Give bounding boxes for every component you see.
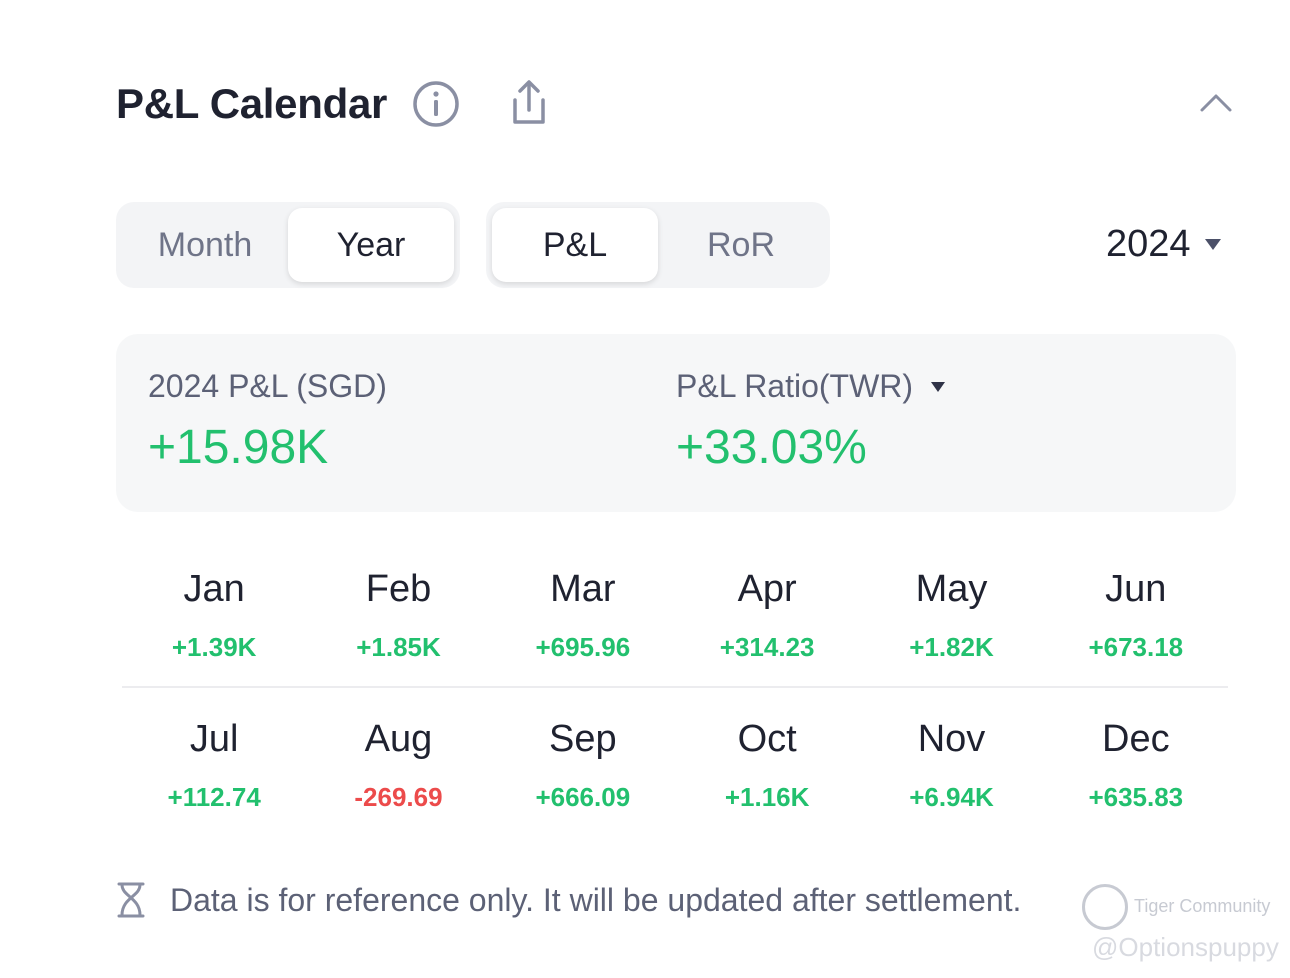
- month-row: Jan +1.39K Feb +1.85K Mar +695.96 Apr +3…: [122, 562, 1228, 688]
- month-value: +314.23: [719, 632, 815, 662]
- month-row: Jul +112.74 Aug -269.69 Sep +666.09 Oct …: [122, 712, 1228, 838]
- year-value: 2024: [1106, 222, 1191, 265]
- month-name: Oct: [737, 718, 797, 760]
- summary-card: 2024 P&L (SGD) +15.98K P&L Ratio(TWR) +3…: [116, 334, 1236, 512]
- month-cell-sep[interactable]: Sep +666.09: [491, 712, 675, 838]
- hourglass-icon: [117, 882, 145, 918]
- month-value: +1.16K: [724, 782, 810, 812]
- watermark-handle: @Optionspuppy: [1092, 932, 1279, 962]
- month-value: -269.69: [354, 782, 443, 812]
- month-name: May: [915, 568, 988, 610]
- month-value: +112.74: [167, 782, 261, 812]
- month-name: Apr: [737, 568, 797, 610]
- month-cell-nov[interactable]: Nov +6.94K: [859, 712, 1043, 838]
- ratio-dropdown[interactable]: P&L Ratio(TWR): [676, 368, 946, 405]
- caret-down-icon: [931, 381, 946, 392]
- tab-month[interactable]: Month: [157, 225, 253, 264]
- tab-year[interactable]: Year: [288, 208, 454, 282]
- month-cell-mar[interactable]: Mar +695.96: [491, 562, 675, 686]
- page-title: P&L Calendar: [116, 80, 388, 127]
- month-cell-jul[interactable]: Jul +112.74: [122, 712, 306, 838]
- period-toggle: Month Year: [116, 202, 460, 288]
- metric-toggle: P&L RoR: [486, 202, 830, 288]
- month-name: Dec: [1102, 718, 1170, 760]
- year-dropdown[interactable]: 2024: [1106, 220, 1221, 268]
- month-cell-jun[interactable]: Jun +673.18: [1044, 562, 1228, 686]
- disclaimer-text: Data is for reference only. It will be u…: [170, 881, 1022, 918]
- month-name: Feb: [365, 568, 432, 610]
- pnl-value: +15.98K: [148, 421, 329, 474]
- tab-ror[interactable]: RoR: [706, 225, 776, 264]
- month-cell-jan[interactable]: Jan +1.39K: [122, 562, 306, 686]
- caret-down-icon: [1204, 238, 1221, 250]
- disclaimer: Data is for reference only. It will be u…: [116, 876, 1021, 924]
- month-cell-dec[interactable]: Dec +635.83: [1044, 712, 1228, 838]
- chevron-up-icon[interactable]: [1198, 90, 1234, 114]
- tab-pnl[interactable]: P&L: [492, 208, 658, 282]
- month-name: Jan: [183, 568, 245, 610]
- month-cell-feb[interactable]: Feb +1.85K: [306, 562, 490, 686]
- month-cell-may[interactable]: May +1.82K: [859, 562, 1043, 686]
- month-value: +1.85K: [356, 632, 441, 662]
- ratio-label: P&L Ratio(TWR): [676, 368, 914, 404]
- ratio-value: +33.03%: [676, 421, 867, 474]
- info-icon[interactable]: [412, 80, 460, 128]
- tiger-logo-icon: [1082, 884, 1128, 930]
- month-value: +1.39K: [171, 632, 257, 662]
- month-name: Jul: [189, 718, 239, 760]
- pnl-label: 2024 P&L (SGD): [148, 368, 387, 404]
- month-name: Jun: [1105, 568, 1167, 610]
- month-value: +666.09: [535, 782, 631, 812]
- month-value: +673.18: [1088, 632, 1184, 662]
- month-cell-oct[interactable]: Oct +1.16K: [675, 712, 859, 838]
- month-value: +635.83: [1088, 782, 1184, 812]
- month-name: Sep: [549, 718, 617, 760]
- month-name: Nov: [917, 718, 986, 760]
- month-value: +6.94K: [909, 782, 994, 812]
- month-value: +1.82K: [909, 632, 994, 662]
- calendar-header: P&L Calendar: [116, 72, 1236, 136]
- share-icon[interactable]: [506, 78, 552, 128]
- month-value: +695.96: [535, 632, 631, 662]
- month-name: Aug: [364, 718, 433, 760]
- month-cell-apr[interactable]: Apr +314.23: [675, 562, 859, 686]
- month-name: Mar: [550, 568, 616, 610]
- watermark: Tiger Community @Optionspuppy: [1082, 884, 1282, 974]
- month-cell-aug[interactable]: Aug -269.69: [306, 712, 490, 838]
- watermark-brand: Tiger Community: [1134, 896, 1271, 916]
